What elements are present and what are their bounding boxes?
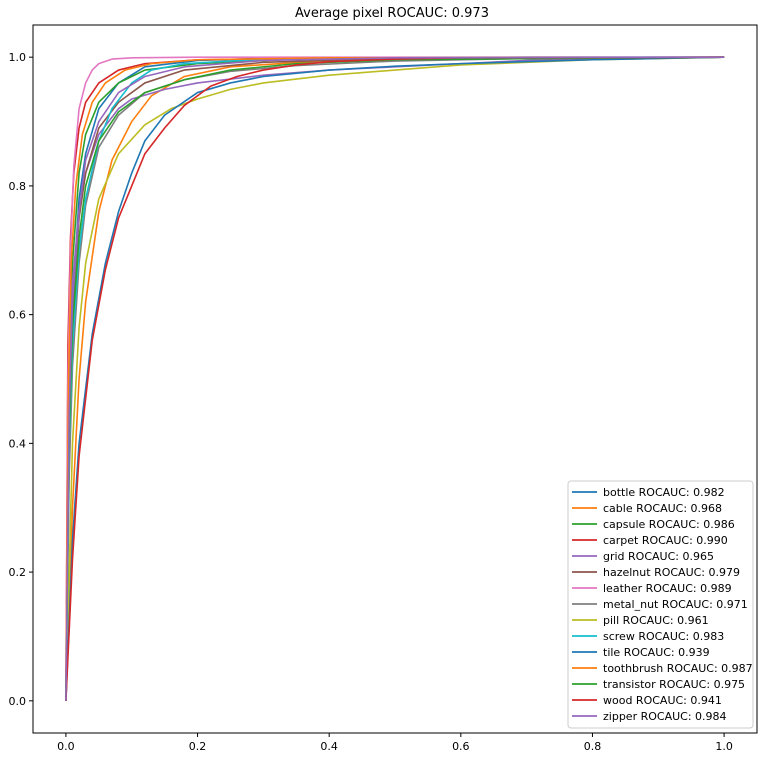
legend-label: toothbrush ROCAUC: 0.987	[603, 662, 753, 675]
roc-curve-zipper	[65, 56, 725, 701]
legend-label: carpet ROCAUC: 0.990	[603, 534, 728, 547]
legend-label: pill ROCAUC: 0.961	[603, 614, 709, 627]
legend-label: screw ROCAUC: 0.983	[603, 630, 724, 643]
roc-curve-leather	[65, 56, 725, 701]
legend: bottle ROCAUC: 0.982 cable ROCAUC: 0.968 c…	[567, 480, 754, 729]
legend-label: hazelnut ROCAUC: 0.979	[603, 566, 740, 579]
y-tick-label: 0.4	[9, 437, 27, 450]
x-tick-label: 0.6	[452, 740, 470, 753]
y-tick-label: 0.6	[9, 309, 27, 322]
roc-curve-pill	[65, 56, 725, 701]
series-layer	[65, 56, 725, 701]
legend-label: bottle ROCAUC: 0.982	[603, 486, 725, 499]
legend-label: wood ROCAUC: 0.941	[603, 694, 722, 707]
legend-label: transistor ROCAUC: 0.975	[603, 678, 745, 691]
legend-label: metal_nut ROCAUC: 0.971	[603, 598, 748, 611]
legend-label: zipper ROCAUC: 0.984	[603, 710, 727, 723]
chart-title: Average pixel ROCAUC: 0.973	[295, 6, 489, 21]
legend-label: capsule ROCAUC: 0.986	[603, 518, 735, 531]
legend-label: leather ROCAUC: 0.989	[603, 582, 732, 595]
x-tick-label: 0.8	[584, 740, 602, 753]
x-tick-label: 0.2	[189, 740, 207, 753]
x-tick-label: 0.4	[320, 740, 338, 753]
y-tick-label: 1.0	[9, 51, 27, 64]
legend-label: grid ROCAUC: 0.965	[603, 550, 714, 563]
y-tick-label: 0.2	[9, 566, 27, 579]
y-tick-label: 0.8	[9, 180, 27, 193]
roc-curve-tile	[65, 56, 725, 701]
plot-frame	[32, 24, 758, 734]
legend-label: cable ROCAUC: 0.968	[603, 502, 722, 515]
roc-curve-toothbrush	[65, 56, 725, 701]
roc-curve-wood	[65, 56, 725, 701]
x-tick-label: 1.0	[715, 740, 733, 753]
x-tick-label: 0.0	[57, 740, 75, 753]
legend-box	[567, 480, 754, 729]
legend-items: bottle ROCAUC: 0.982 cable ROCAUC: 0.968 c…	[572, 486, 753, 723]
legend-label: tile ROCAUC: 0.939	[603, 646, 710, 659]
roc-curve-metal_nut	[65, 56, 725, 701]
y-tick-label: 0.0	[9, 695, 27, 708]
ticks-layer: 0.0 0.2 0.4 0.6 0.8 1.0 0.0 0.2 0.4 0.6 0.8 1.0	[9, 51, 733, 753]
